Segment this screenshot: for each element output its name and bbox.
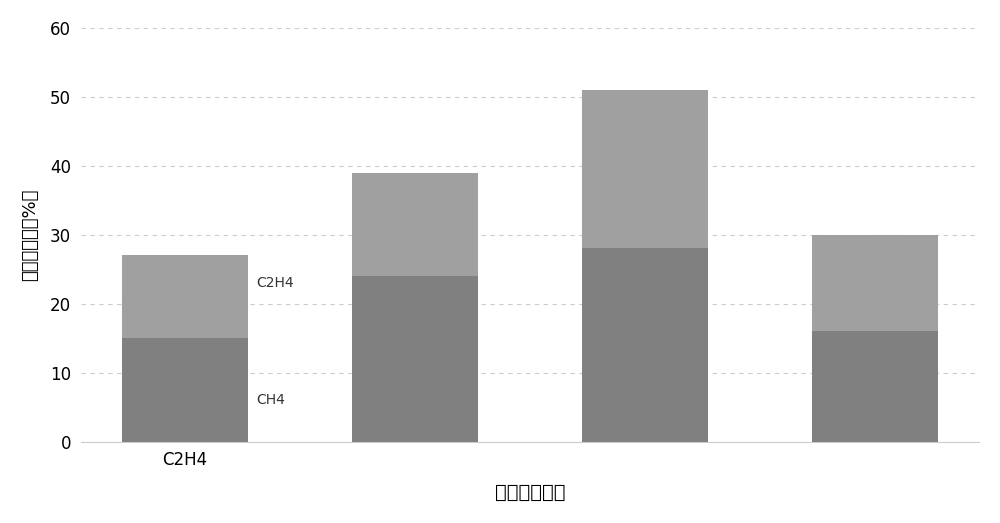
Bar xyxy=(582,90,708,248)
Bar xyxy=(352,173,478,276)
Text: C2H4: C2H4 xyxy=(256,276,294,290)
Bar xyxy=(812,235,938,331)
X-axis label: 电压（伏特）: 电压（伏特） xyxy=(495,483,565,502)
Y-axis label: 法拉第效率（%）: 法拉第效率（%） xyxy=(21,188,39,281)
Bar xyxy=(582,248,708,441)
Bar xyxy=(352,276,478,441)
Text: CH4: CH4 xyxy=(256,393,285,407)
Bar xyxy=(122,255,248,338)
Bar xyxy=(122,338,248,441)
Bar xyxy=(812,331,938,441)
